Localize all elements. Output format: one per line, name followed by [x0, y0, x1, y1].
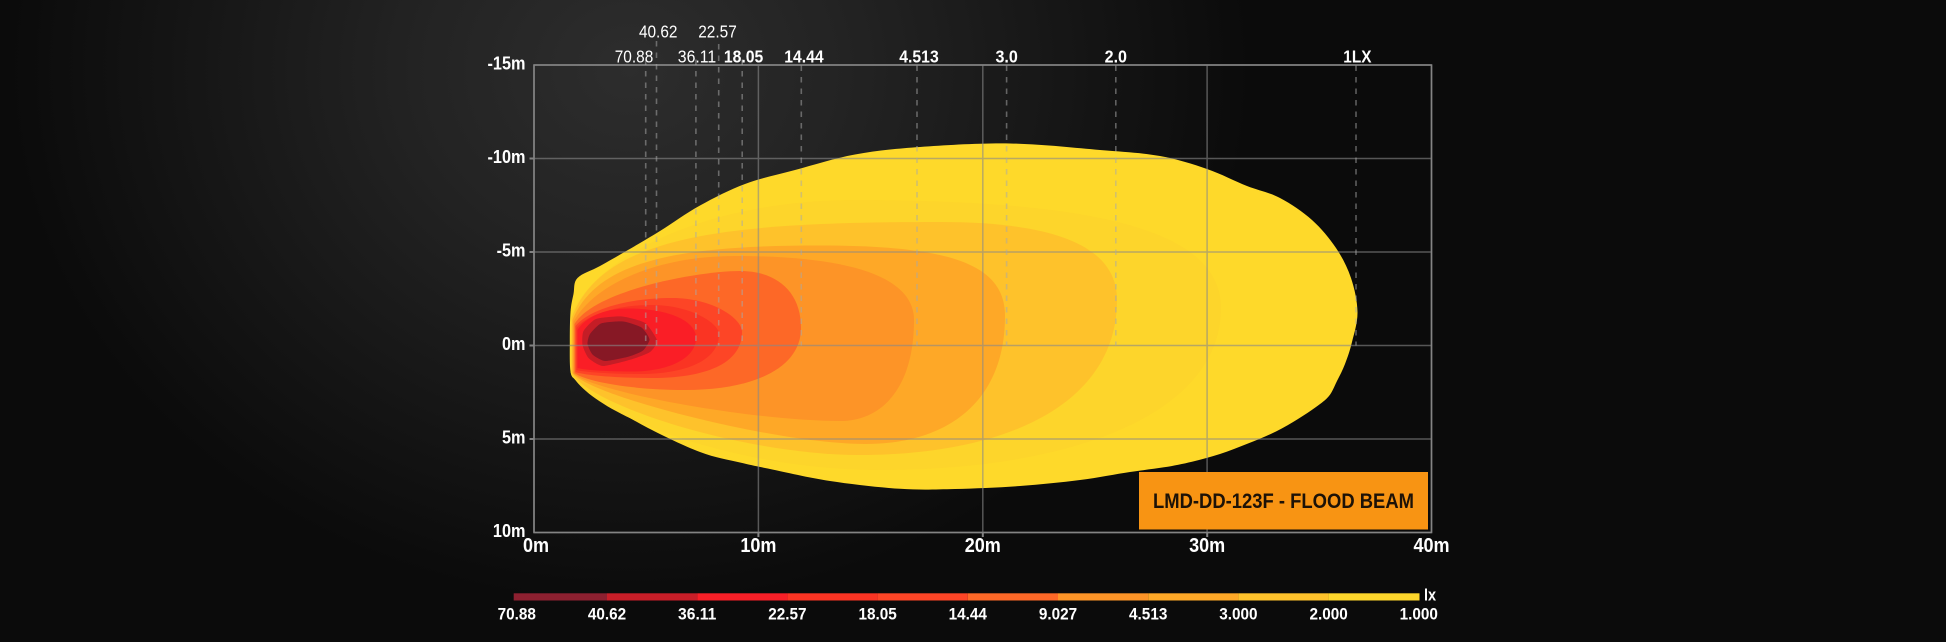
svg-text:22.57: 22.57: [698, 22, 737, 42]
svg-text:1LX: 1LX: [1343, 47, 1371, 67]
svg-text:70.88: 70.88: [498, 605, 536, 624]
svg-text:3.0: 3.0: [995, 47, 1018, 67]
svg-text:lx: lx: [1424, 587, 1437, 605]
svg-text:14.44: 14.44: [949, 605, 988, 624]
svg-text:70.88: 70.88: [615, 47, 654, 67]
svg-text:36.11: 36.11: [678, 47, 717, 67]
svg-text:4.513: 4.513: [899, 47, 939, 67]
svg-text:14.44: 14.44: [784, 47, 824, 67]
svg-text:9.027: 9.027: [1039, 605, 1077, 624]
svg-text:-15m: -15m: [488, 53, 526, 74]
svg-text:1.000: 1.000: [1400, 605, 1438, 624]
svg-text:40.62: 40.62: [639, 22, 678, 42]
svg-text:-5m: -5m: [497, 240, 526, 261]
svg-text:LMD-DD-123F - FLOOD BEAM: LMD-DD-123F - FLOOD BEAM: [1153, 489, 1414, 513]
svg-text:40.62: 40.62: [588, 605, 626, 624]
svg-text:36.11: 36.11: [678, 605, 716, 624]
svg-text:4.513: 4.513: [1129, 605, 1167, 624]
svg-text:5m: 5m: [502, 427, 526, 448]
svg-text:2.0: 2.0: [1105, 47, 1128, 67]
svg-text:18.05: 18.05: [724, 47, 764, 67]
svg-text:18.05: 18.05: [858, 605, 896, 624]
svg-text:30m: 30m: [1189, 534, 1225, 557]
svg-text:10m: 10m: [493, 520, 526, 541]
svg-text:0m: 0m: [502, 333, 526, 354]
svg-text:20m: 20m: [965, 534, 1001, 557]
svg-text:40m: 40m: [1413, 534, 1449, 557]
svg-text:22.57: 22.57: [768, 605, 806, 624]
svg-text:2.000: 2.000: [1309, 605, 1347, 624]
svg-text:3.000: 3.000: [1219, 605, 1257, 624]
svg-text:0m: 0m: [523, 534, 549, 557]
svg-text:-10m: -10m: [488, 146, 526, 167]
svg-text:10m: 10m: [740, 534, 776, 557]
